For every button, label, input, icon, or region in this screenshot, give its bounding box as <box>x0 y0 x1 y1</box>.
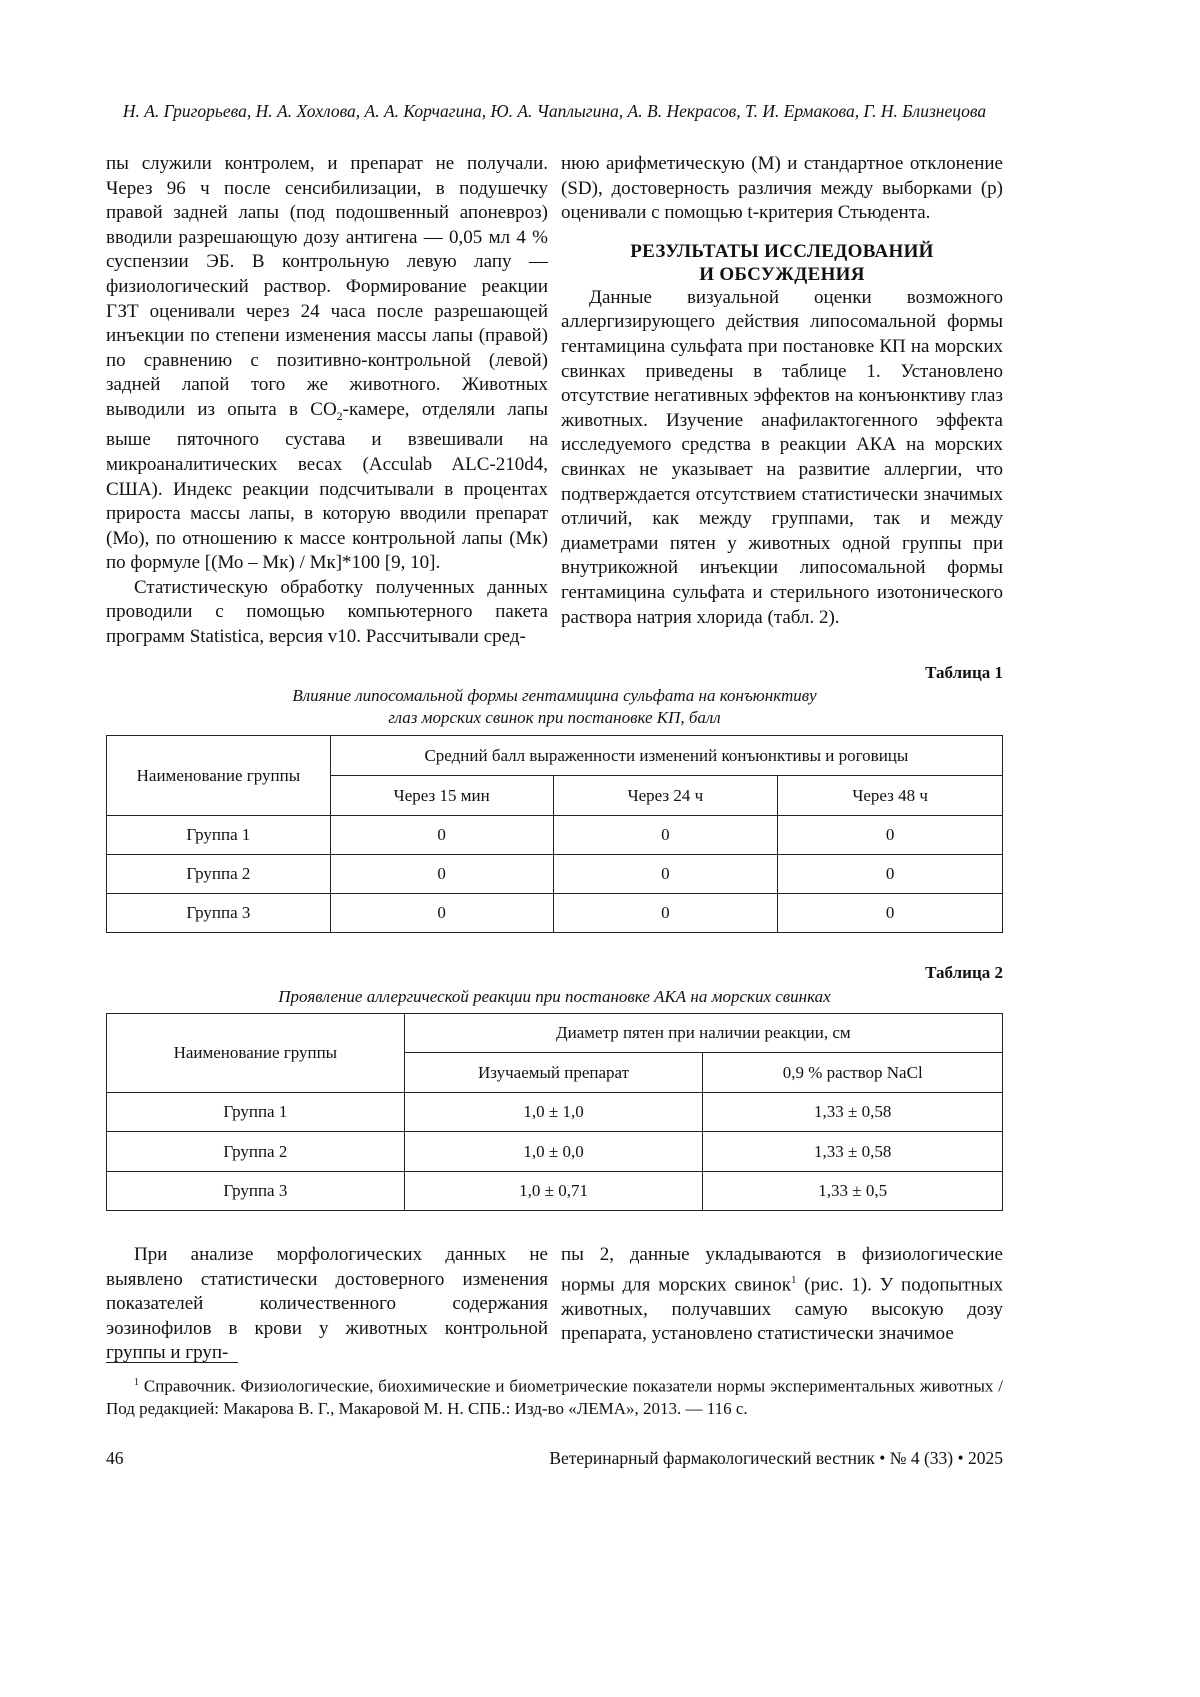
cell: Группа 1 <box>106 1092 405 1132</box>
page-number: 46 <box>106 1448 124 1468</box>
header-cell: Средний балл выраженности изменений конъ… <box>329 735 1004 776</box>
cell: 0 <box>329 893 554 933</box>
footnote-ref: 1 <box>790 1273 797 1286</box>
header-cell: Наименование группы <box>106 1013 405 1093</box>
right-column: нюю арифметическую (M) и стандартное отк… <box>561 152 1003 630</box>
cell: 1,0 ± 1,0 <box>403 1092 704 1132</box>
cell: Группа 2 <box>106 854 331 894</box>
cell: 1,33 ± 0,58 <box>702 1092 1003 1132</box>
paragraph: Статистическую обработку полученных данн… <box>106 576 548 648</box>
table1: Наименование группы Средний балл выраженн… <box>106 735 1004 933</box>
cell: 0 <box>552 854 779 894</box>
cell: 0 <box>777 815 1003 855</box>
table2-caption: Проявление аллергической реакции при пос… <box>278 987 831 1006</box>
text: (рис. 1). У подопытных животных, получав… <box>561 1273 1003 1345</box>
cell: 0 <box>777 854 1003 894</box>
paragraph: пы 2, данные укладываются в физиологичес… <box>561 1243 1003 1347</box>
table-row: Группа 2 1,0 ± 0,0 1,33 ± 0,58 <box>106 1131 1003 1172</box>
subscript: 2 <box>336 408 343 423</box>
header-cell: Диаметр пятен при наличии реакции, см <box>403 1013 1004 1053</box>
cell: 0 <box>552 815 779 855</box>
cell: 1,33 ± 0,5 <box>702 1171 1003 1211</box>
heading-line: РЕЗУЛЬТАТЫ ИССЛЕДОВАНИЙ <box>630 240 934 262</box>
header-cell: 0,9 % раствор NaCl <box>702 1052 1003 1093</box>
cell: Группа 3 <box>106 893 331 933</box>
footnote: 1 Справочник. Физиологические, биохимиче… <box>106 1372 1003 1420</box>
running-header-authors: Н. А. Григорьева, Н. А. Хохлова, А. А. К… <box>122 101 987 121</box>
cell: 0 <box>552 893 779 933</box>
footnote-text: Справочник. Физиологические, биохимическ… <box>106 1376 1003 1418</box>
heading-line: И ОБСУЖДЕНИЯ <box>699 263 865 285</box>
header-cell: Через 48 ч <box>777 775 1003 816</box>
section-heading: РЕЗУЛЬТАТЫ ИССЛЕДОВАНИЙ И ОБСУЖДЕНИЯ <box>561 240 1003 286</box>
text: пы 2, данные укладываются в физиологичес… <box>561 1244 1003 1295</box>
cell: Группа 3 <box>106 1171 405 1211</box>
cell: Группа 1 <box>106 815 331 855</box>
table1-caption: Влияние липосомальной формы гентамицина … <box>106 685 1003 729</box>
header-cell: Изучаемый препарат <box>403 1052 704 1093</box>
paragraph: нюю арифметическую (M) и стандартное отк… <box>561 153 1003 224</box>
header-cell: Наименование группы <box>106 735 331 816</box>
left-column: пы служили контролем, и препарат не полу… <box>106 152 548 650</box>
caption-line: Влияние липосомальной формы гентамицина … <box>292 686 817 705</box>
paragraph: При анализе морфологических данных не вы… <box>106 1244 548 1364</box>
caption-line: глаз морских свинок при постановке КП, б… <box>388 708 721 727</box>
cell: 1,33 ± 0,58 <box>702 1131 1003 1172</box>
cell: Группа 2 <box>106 1131 405 1172</box>
text: -камере, отделяли лапы выше пяточного су… <box>106 398 548 574</box>
table2: Наименование группы Диаметр пятен при нал… <box>106 1013 1004 1211</box>
table-row: Группа 3 1,0 ± 0,71 1,33 ± 0,5 <box>106 1171 1003 1211</box>
header-cell: Через 24 ч <box>552 775 779 816</box>
cell: 0 <box>329 815 554 855</box>
table2-label: Таблица 2 <box>925 963 1003 982</box>
paragraph: пы служили контролем, и препарат не полу… <box>106 152 548 576</box>
cell: 1,0 ± 0,71 <box>403 1171 704 1211</box>
text: пы служили контролем, и препарат не полу… <box>106 153 548 420</box>
footnote-mark: 1 <box>134 1377 139 1388</box>
bottom-left-column: При анализе морфологических данных не вы… <box>106 1243 548 1366</box>
table-row: Группа 1 1,0 ± 1,0 1,33 ± 0,58 <box>106 1092 1003 1132</box>
header-cell: Через 15 мин <box>329 775 554 816</box>
paragraph: Данные визуальной оценки возможного алле… <box>561 286 1003 628</box>
journal-footer: Ветеринарный фармакологический вестник •… <box>549 1448 1003 1468</box>
footnote-separator <box>106 1362 238 1363</box>
bottom-right-column: пы 2, данные укладываются в физиологичес… <box>561 1243 1003 1347</box>
cell: 1,0 ± 0,0 <box>403 1131 704 1172</box>
table1-label: Таблица 1 <box>925 663 1003 682</box>
cell: 0 <box>329 854 554 894</box>
cell: 0 <box>777 893 1003 933</box>
